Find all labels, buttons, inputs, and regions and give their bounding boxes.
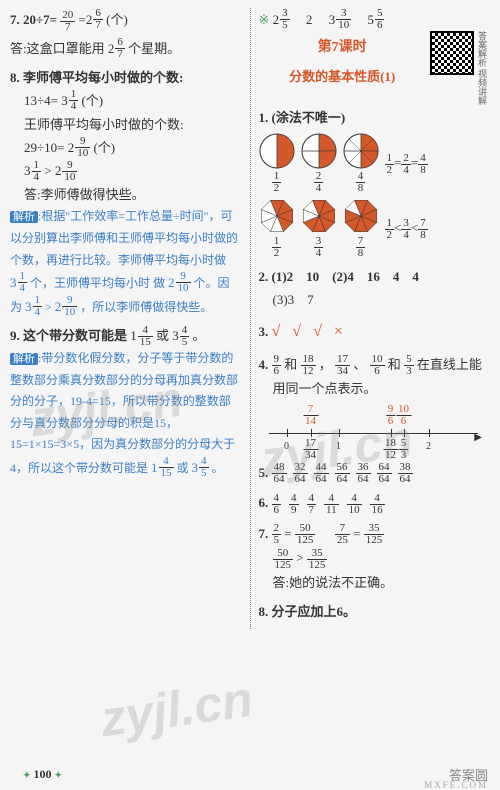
r-problem-6: 6. 464947411410416 xyxy=(259,491,491,516)
r-problem-7: 7. 25 = 50125 725 = 35125 50125 > 35125 … xyxy=(259,522,491,594)
p8-title: 8. 李师傅平均每小时做的个数: xyxy=(10,66,242,89)
p7-ans-mixed: 267 xyxy=(108,37,125,60)
qr-label: 答案解析 视频讲解 xyxy=(474,31,490,105)
rp1-title: 1. (涂法不唯一) xyxy=(259,106,491,129)
p9-title: 9. 这个带分数可能是 xyxy=(10,328,127,343)
rp4-pre: 4. xyxy=(259,357,272,372)
p8-compare: 314 > 2910 xyxy=(10,159,242,182)
r-problem-2: 2. (1)2 10 (2)4 16 4 4 (3)3 7 xyxy=(259,265,491,312)
star-icon: ※ xyxy=(259,12,270,27)
pie-row: 12244812=24=48 xyxy=(259,133,491,194)
octagon-chart: 12 xyxy=(259,198,295,259)
top-mixed-row: ※ 235 2 3310 556 xyxy=(259,8,491,31)
watermark-3: zyjl.cn xyxy=(97,670,256,749)
frac-20-7: 207 xyxy=(60,10,75,33)
pie-chart: 48 xyxy=(343,133,379,194)
footer-url: MXFE.COM xyxy=(424,780,488,790)
p7-unit: (个) xyxy=(106,12,128,27)
octagon-chart: 78 xyxy=(343,198,379,259)
rp7-pre: 7. xyxy=(259,526,272,541)
octagon-row: 12347812<34<78 xyxy=(259,198,491,259)
problem-8: 8. 李师傅平均每小时做的个数: 13÷4= 314 (个) 王师傅平均每小时做… xyxy=(10,66,242,319)
explain-label: 解析 xyxy=(10,211,38,223)
rp7-answer: 答:她的说法不正确。 xyxy=(259,571,491,594)
rp3-marks: √√√× xyxy=(272,324,355,339)
rp2-l2: (3)3 7 xyxy=(259,288,491,311)
r-problem-8: 8. 分子应加上6。 xyxy=(259,600,491,623)
octagon-chart: 34 xyxy=(301,198,337,259)
column-divider xyxy=(250,8,251,629)
p7-answer-prefix: 答:这盒口罩能用 xyxy=(10,41,105,56)
rp4-line2: 用同一个点表示。 xyxy=(259,377,491,400)
p8-line2: 王师傅平均每小时做的个数: xyxy=(10,113,242,136)
r-problem-1: 1. (涂法不唯一) 12244812=24=48 12347812<34<78 xyxy=(259,106,491,259)
r-problem-4: 4. 96 和 1812 ， 1734 、 106 和 53 在直线上能 用同一… xyxy=(259,353,491,455)
explain-label-2: 解析 xyxy=(10,353,38,365)
p9-explain: 解析:带分数化假分数，分子等于带分数的整数部分乘真分数部分的分母再加真分数部分的… xyxy=(10,348,242,480)
qr-code-icon xyxy=(430,31,474,75)
p7-answer-suffix: 个星期。 xyxy=(128,41,180,56)
pie-chart: 12 xyxy=(259,133,295,194)
r-problem-5: 5. 4864326444645664366464643864 xyxy=(259,461,491,486)
right-column: ※ 235 2 3310 556 答案解析 视频讲解 第7课时 分数的基本性质(… xyxy=(259,8,491,629)
heading-row: 答案解析 视频讲解 第7课时 分数的基本性质(1) xyxy=(259,31,491,105)
rp6-pre: 6. xyxy=(259,495,272,510)
p8-answer: 答:李师傅做得快些。 xyxy=(10,183,242,206)
rp7-compare: 50125 > 35125 xyxy=(259,546,491,571)
problem-9: 9. 这个带分数可能是 1415 或 345 。 解析:带分数化假分数，分子等于… xyxy=(10,324,242,479)
p7-result: 267 xyxy=(86,8,103,31)
rp6-fracs: 464947411410416 xyxy=(272,495,393,510)
number-line: ▶ 714961060173411812532 xyxy=(259,405,491,455)
rp5-fracs: 4864326444645664366464643864 xyxy=(272,465,419,480)
left-column: 7. 20÷7= 207 =267 (个) 答:这盒口罩能用 267 个星期。 … xyxy=(10,8,242,629)
p8-f1: 13÷4= xyxy=(24,93,58,108)
p8-f2: 29÷10= xyxy=(24,140,64,155)
pie-equation: 12=24=48 xyxy=(385,151,428,176)
r-problem-3: 3. √√√× xyxy=(259,318,491,347)
p7-formula: 7. 20÷7= xyxy=(10,12,57,27)
rp2-l1: 2. (1)2 10 (2)4 16 4 4 xyxy=(259,265,491,288)
pie-chart: 24 xyxy=(301,133,337,194)
octagon-inequality: 12<34<78 xyxy=(385,216,428,241)
p8-explain: 解析:根据"工作效率=工作总量÷时间"，可以分别算出李师傅和王师傅平均每小时做的… xyxy=(10,206,242,318)
problem-7: 7. 20÷7= 207 =267 (个) 答:这盒口罩能用 267 个星期。 xyxy=(10,8,242,60)
page-number: 100 xyxy=(20,767,65,782)
